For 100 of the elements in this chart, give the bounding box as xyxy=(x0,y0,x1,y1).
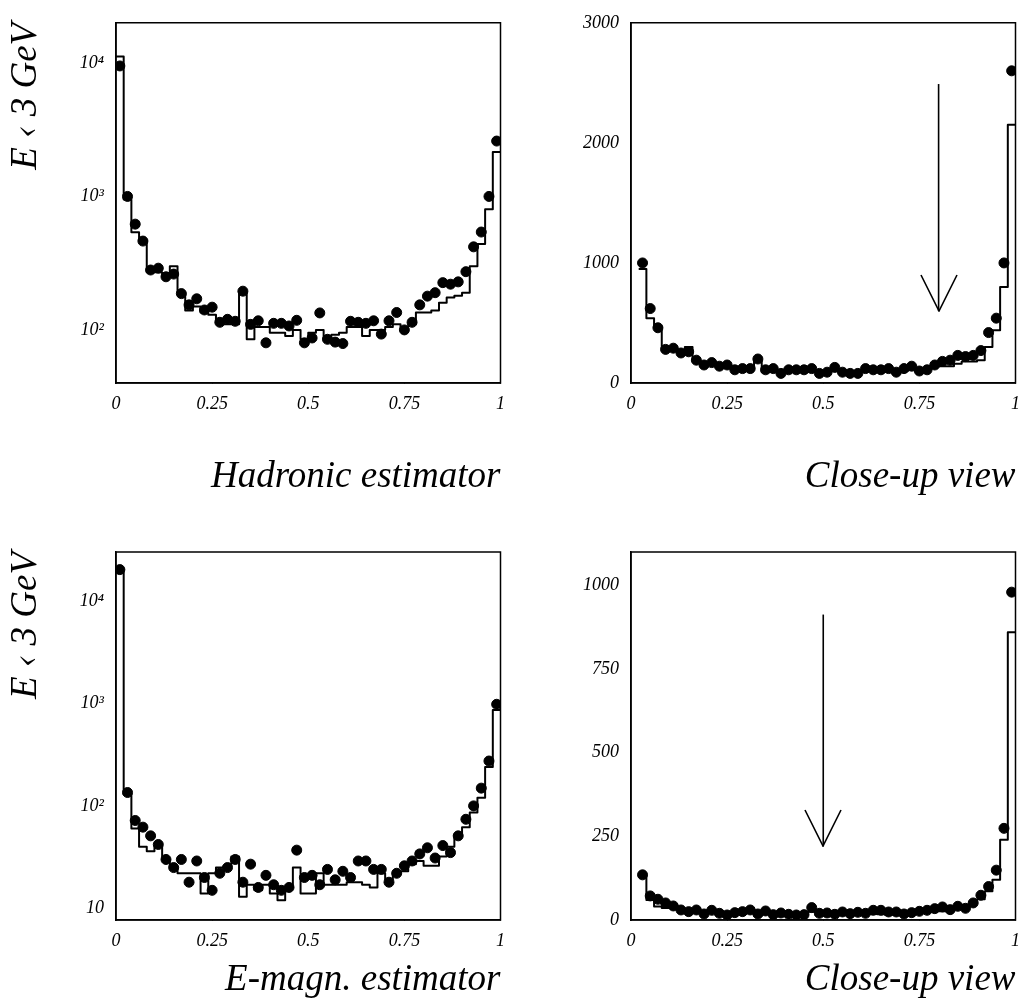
x-axis-title: E-magn. estimator xyxy=(224,956,502,998)
point xyxy=(337,865,349,877)
point xyxy=(137,821,149,833)
point xyxy=(152,838,164,850)
x-tick-label: 1 xyxy=(1011,929,1020,950)
y-tick-label: 1000 xyxy=(583,574,619,595)
point xyxy=(967,349,979,361)
y-tick-label: 0 xyxy=(610,371,619,392)
point xyxy=(690,904,702,916)
point xyxy=(406,855,418,867)
point xyxy=(637,257,649,269)
x-tick-label: 0.25 xyxy=(711,392,743,413)
point xyxy=(421,842,433,854)
point xyxy=(206,884,218,896)
point xyxy=(198,872,210,884)
point xyxy=(445,847,457,859)
point xyxy=(398,860,410,872)
point xyxy=(391,307,403,318)
point xyxy=(967,897,979,909)
point xyxy=(998,822,1010,834)
x-tick-label: 1 xyxy=(496,929,505,950)
x-tick-label: 0 xyxy=(111,929,121,950)
point xyxy=(960,902,972,914)
point xyxy=(652,322,664,334)
x-tick-label: 0.75 xyxy=(388,929,421,950)
point xyxy=(690,354,702,366)
x-tick-label: 0.75 xyxy=(903,929,936,950)
point xyxy=(744,904,756,916)
y-tick-label: 10³ xyxy=(80,185,105,206)
x-tick-label: 0.5 xyxy=(812,929,835,950)
point xyxy=(383,315,395,327)
point xyxy=(260,337,272,349)
x-axis-title: Hadronic estimator xyxy=(210,453,502,495)
point xyxy=(229,853,241,865)
point xyxy=(468,800,480,812)
point xyxy=(975,345,987,357)
point xyxy=(160,853,172,865)
point xyxy=(168,268,180,280)
x-tick-label: 0.25 xyxy=(196,929,228,950)
point xyxy=(921,364,933,376)
point xyxy=(637,869,649,881)
point xyxy=(375,328,387,340)
point xyxy=(198,304,210,316)
point xyxy=(368,315,380,327)
point xyxy=(229,315,241,327)
point xyxy=(214,867,226,879)
point xyxy=(491,135,501,147)
point xyxy=(129,815,141,826)
x-axis-title: Close-up view xyxy=(804,453,1016,495)
y-tick-label: 10⁴ xyxy=(79,51,104,72)
point xyxy=(129,218,141,230)
point xyxy=(383,876,395,888)
point xyxy=(475,782,487,794)
point xyxy=(298,337,310,349)
point xyxy=(283,881,295,893)
y-tick-label: 750 xyxy=(592,657,619,678)
x-tick-label: 1 xyxy=(496,392,505,413)
point xyxy=(483,755,495,767)
x-tick-label: 0.5 xyxy=(812,392,835,413)
point xyxy=(152,262,164,274)
x-tick-label: 0.25 xyxy=(196,392,228,413)
point xyxy=(429,287,441,299)
y-tick-label: 2000 xyxy=(583,131,619,152)
point xyxy=(175,288,187,300)
point xyxy=(983,327,995,339)
point xyxy=(252,315,264,327)
point xyxy=(483,190,495,202)
point xyxy=(990,312,1002,324)
point xyxy=(122,787,134,799)
x-tick-label: 0.75 xyxy=(903,392,936,413)
point xyxy=(206,301,218,313)
point xyxy=(268,879,280,891)
y-axis-title: E ‹ 3 GeV xyxy=(2,18,44,171)
y-tick-label: 10³ xyxy=(80,692,105,713)
y-tick-label: 10 xyxy=(86,897,104,918)
point xyxy=(460,266,472,278)
point xyxy=(398,324,410,336)
point xyxy=(260,869,272,881)
point xyxy=(314,879,326,891)
point xyxy=(306,869,318,881)
point xyxy=(391,867,403,879)
point xyxy=(491,698,501,710)
point xyxy=(414,848,426,860)
point xyxy=(175,853,187,865)
point xyxy=(1006,65,1016,77)
point xyxy=(337,338,349,350)
point xyxy=(468,241,480,253)
point xyxy=(291,314,303,326)
point xyxy=(1006,586,1016,598)
point xyxy=(122,190,134,202)
point xyxy=(306,332,318,344)
y-tick-label: 10² xyxy=(80,794,105,815)
x-tick-label: 0.5 xyxy=(297,392,320,413)
point xyxy=(906,360,918,372)
point xyxy=(237,876,249,888)
point xyxy=(429,852,441,864)
y-tick-label: 1000 xyxy=(583,251,619,272)
point xyxy=(321,863,333,875)
y-tick-label: 0 xyxy=(610,908,619,929)
point xyxy=(116,564,126,576)
